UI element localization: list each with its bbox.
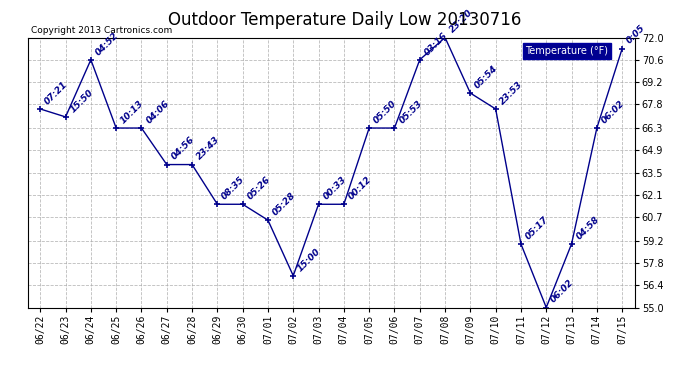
Text: 07:21: 07:21 — [43, 80, 70, 106]
Text: 05:17: 05:17 — [524, 214, 551, 241]
Text: 04:58: 04:58 — [574, 214, 601, 241]
Text: 23:20: 23:20 — [448, 8, 475, 35]
Text: 05:28: 05:28 — [270, 191, 297, 217]
Text: 00:12: 00:12 — [346, 175, 373, 201]
Text: 00:33: 00:33 — [322, 175, 348, 201]
Text: 05:50: 05:50 — [372, 99, 399, 125]
Text: Temperature (°F): Temperature (°F) — [526, 46, 609, 56]
Text: 04:56: 04:56 — [170, 135, 196, 162]
Text: 03:16: 03:16 — [422, 30, 449, 57]
Text: 10:13: 10:13 — [119, 99, 146, 125]
Text: 0:05: 0:05 — [625, 24, 647, 46]
Text: 05:53: 05:53 — [397, 99, 424, 125]
Text: 23:53: 23:53 — [498, 80, 525, 106]
Text: 04:06: 04:06 — [144, 99, 171, 125]
Text: 15:50: 15:50 — [68, 87, 95, 114]
Text: 05:54: 05:54 — [473, 64, 500, 90]
Text: 15:00: 15:00 — [296, 246, 323, 273]
Text: Outdoor Temperature Daily Low 20130716: Outdoor Temperature Daily Low 20130716 — [168, 11, 522, 29]
Text: 08:35: 08:35 — [220, 175, 247, 201]
Text: 04:52: 04:52 — [94, 30, 120, 57]
Text: 23:43: 23:43 — [195, 135, 221, 162]
Text: Copyright 2013 Cartronics.com: Copyright 2013 Cartronics.com — [30, 26, 172, 35]
Text: 06:02: 06:02 — [600, 99, 627, 125]
Text: 06:02: 06:02 — [549, 278, 575, 305]
Text: 05:26: 05:26 — [246, 175, 272, 201]
